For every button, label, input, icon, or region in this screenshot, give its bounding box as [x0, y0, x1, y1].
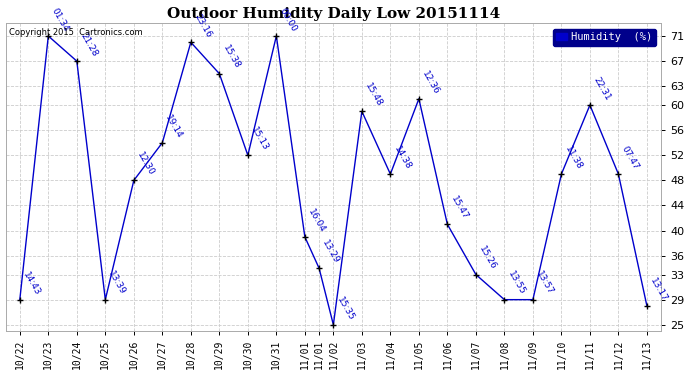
Title: Outdoor Humidity Daily Low 20151114: Outdoor Humidity Daily Low 20151114 — [167, 7, 500, 21]
Text: 15:48: 15:48 — [363, 82, 384, 108]
Text: 13:57: 13:57 — [534, 270, 555, 297]
Text: 13:39: 13:39 — [107, 270, 128, 297]
Text: 12:36: 12:36 — [420, 69, 441, 96]
Text: 15:13: 15:13 — [249, 126, 270, 153]
Text: 13:55: 13:55 — [506, 270, 526, 297]
Text: 16:04: 16:04 — [306, 207, 327, 234]
Text: 14:43: 14:43 — [21, 270, 42, 297]
Text: 14:38: 14:38 — [392, 144, 413, 171]
Text: 22:31: 22:31 — [591, 76, 612, 102]
Text: 13:17: 13:17 — [649, 276, 669, 303]
Text: 19:14: 19:14 — [164, 113, 184, 140]
Text: 23:16: 23:16 — [193, 13, 213, 39]
Text: 07:47: 07:47 — [620, 144, 640, 171]
Text: 15:38: 15:38 — [221, 44, 242, 71]
Text: 12:30: 12:30 — [135, 151, 156, 178]
Text: 15:47: 15:47 — [448, 195, 469, 222]
Text: 01:34: 01:34 — [50, 6, 70, 33]
Text: 13:29: 13:29 — [320, 239, 341, 266]
Legend: Humidity  (%): Humidity (%) — [553, 28, 656, 46]
Text: 15:35: 15:35 — [335, 295, 355, 322]
Text: 21:28: 21:28 — [78, 32, 99, 58]
Text: 00:00: 00:00 — [278, 6, 299, 33]
Text: 11:38: 11:38 — [563, 144, 584, 171]
Text: Copyright 2015  Cartronics.com: Copyright 2015 Cartronics.com — [9, 28, 142, 37]
Text: 15:26: 15:26 — [477, 245, 498, 272]
